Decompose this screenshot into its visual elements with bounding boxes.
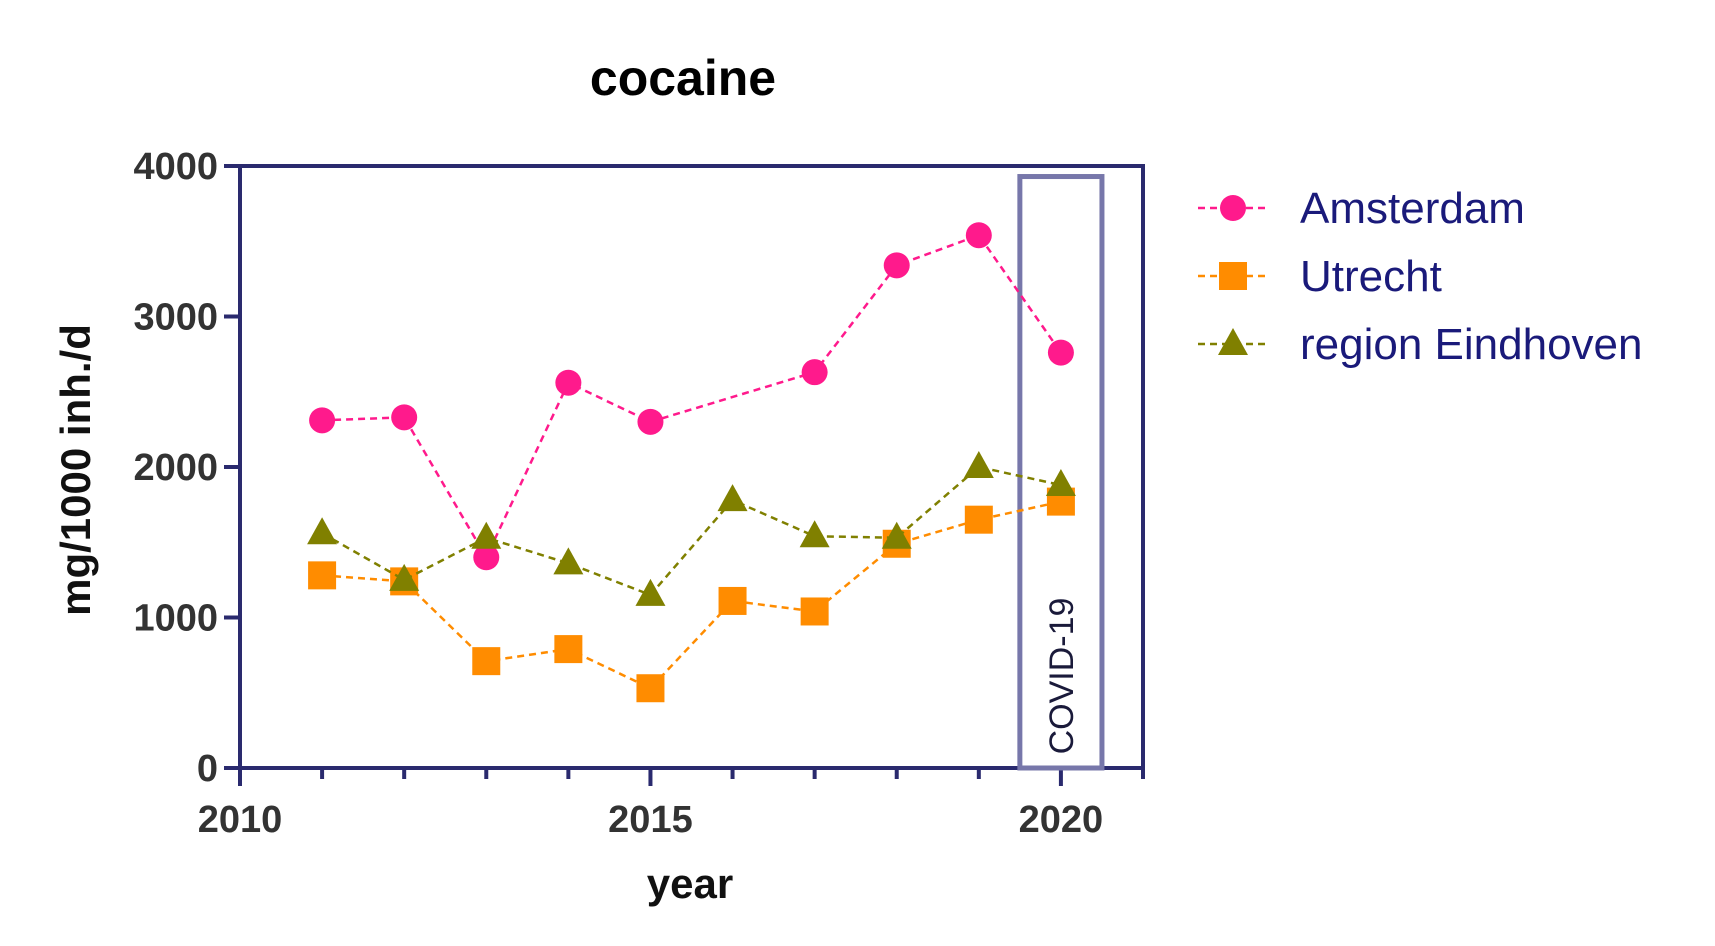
data-point <box>883 252 910 279</box>
data-point <box>881 521 912 549</box>
legend-label-2: region Eindhoven <box>1300 320 1642 369</box>
y-tick-label: 2000 <box>133 447 218 489</box>
data-point <box>635 578 666 606</box>
data-point <box>637 408 664 435</box>
plot-area: 0 1000 2000 3000 4000 2010 2015 2020 COVID-19 <box>133 146 1145 841</box>
data-point <box>553 547 584 575</box>
data-point <box>965 222 992 249</box>
data-point <box>964 505 993 534</box>
series-line-2 <box>321 465 1062 597</box>
chart-title: cocaine <box>590 50 776 106</box>
x-axis-label: year <box>647 860 733 907</box>
legend-marker-2 <box>1218 328 1248 355</box>
legend-marker-0 <box>1220 195 1246 221</box>
data-point <box>717 484 748 512</box>
data-point <box>1045 469 1076 497</box>
data-point <box>636 674 665 703</box>
data-point <box>473 544 500 571</box>
data-point <box>799 520 830 548</box>
x-tick-label: 2015 <box>608 799 693 841</box>
y-tick-label: 4000 <box>133 146 218 188</box>
legend: Amsterdam Utrecht region Eindhoven <box>1198 184 1642 369</box>
x-tick-label: 2020 <box>1019 799 1104 841</box>
plot-frame <box>238 164 1145 770</box>
data-point <box>800 597 829 626</box>
x-tick-label: 2010 <box>198 799 283 841</box>
data-point <box>391 404 418 431</box>
y-axis-label: mg/1000 inh./d <box>52 324 99 616</box>
y-tick-label: 3000 <box>133 297 218 339</box>
data-point <box>389 563 420 591</box>
data-point <box>307 517 338 545</box>
data-point <box>963 451 994 478</box>
data-point <box>1047 339 1074 366</box>
data-point <box>555 369 582 396</box>
data-point <box>309 407 336 434</box>
legend-label-1: Utrecht <box>1300 252 1442 301</box>
legend-marker-1 <box>1219 262 1247 290</box>
covid-box <box>1017 174 1105 771</box>
legend-label-0: Amsterdam <box>1300 184 1525 233</box>
data-point <box>472 647 501 676</box>
y-tick-label: 0 <box>197 748 218 790</box>
data-point <box>801 359 828 386</box>
series-line-0 <box>322 233 1062 560</box>
data-point <box>718 586 747 615</box>
series-line-1 <box>321 500 1062 690</box>
data-point <box>308 561 337 590</box>
data-point <box>554 635 583 664</box>
covid-label: COVID-19 <box>1043 598 1081 755</box>
y-tick-label: 1000 <box>133 598 218 640</box>
data-point <box>471 521 502 549</box>
